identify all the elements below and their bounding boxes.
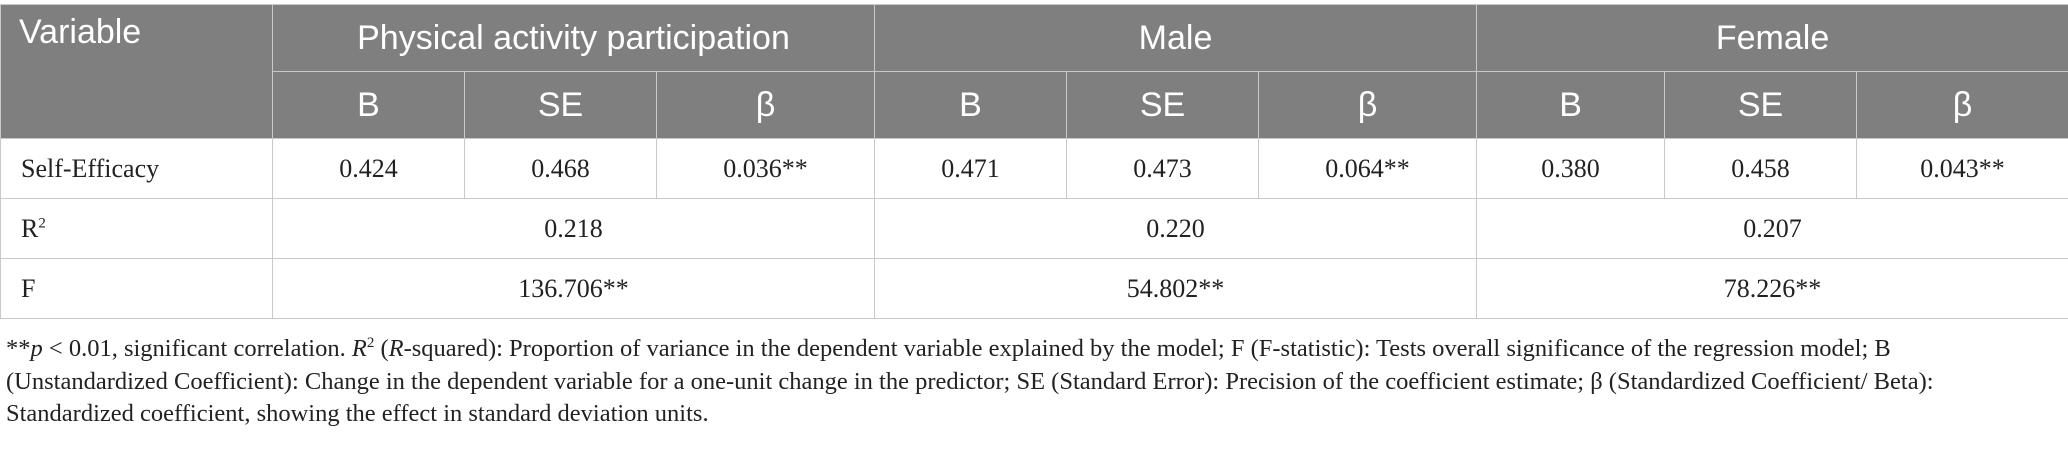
table-cell: 54.802** (874, 258, 1478, 319)
subheader-beta: β (1856, 71, 2068, 139)
footnote-r: R (351, 335, 367, 362)
footnote-text: < 0.01, significant correlation. (42, 335, 352, 362)
superscript: 2 (366, 334, 375, 351)
row-label: Self-Efficacy (0, 138, 273, 199)
row-label: R2 (0, 198, 273, 259)
footnote-p: p (30, 335, 43, 362)
footnote-text: -squared): Proportion of variance in the… (6, 335, 1934, 427)
table-row-r-squared: R2 0.218 0.220 0.207 (0, 198, 2068, 259)
header-row-subcolumns: B SE β B SE β B SE β (1, 71, 2068, 139)
table-footnote: **p < 0.01, significant correlation. R2 … (6, 333, 2046, 431)
table-cell: 0.473 (1066, 138, 1260, 199)
subheader-se: SE (1066, 71, 1260, 139)
table-cell: 0.036** (655, 138, 876, 199)
table-header: Variable Physical activity participation… (0, 4, 2068, 139)
table-body: Self-Efficacy 0.424 0.468 0.036** 0.471 … (0, 138, 2068, 319)
table-cell: 0.471 (874, 138, 1068, 199)
regression-table-container: Variable Physical activity participation… (0, 4, 2068, 431)
subheader-beta: β (1258, 71, 1478, 139)
table-row-f: F 136.706** 54.802** 78.226** (0, 258, 2068, 319)
group-header-female: Female (1476, 4, 2068, 72)
table-cell: 0.064** (1258, 138, 1478, 199)
group-header-physical-activity: Physical activity participation (271, 4, 876, 72)
regression-table: Variable Physical activity participation… (0, 4, 2068, 319)
table-cell: 0.220 (874, 198, 1478, 259)
table-cell: 78.226** (1476, 258, 2068, 319)
subheader-b: B (272, 71, 465, 139)
footnote-r-italic: R (388, 335, 404, 362)
subheader-b: B (1476, 71, 1666, 139)
row-label: F (0, 258, 273, 319)
footnote-text: ( (374, 335, 389, 362)
group-header-male: Male (874, 4, 1478, 72)
table-row-self-efficacy: Self-Efficacy 0.424 0.468 0.036** 0.471 … (0, 138, 2068, 199)
subheader-se: SE (464, 71, 657, 139)
table-cell: 0.468 (464, 138, 657, 199)
table-cell: 0.380 (1476, 138, 1666, 199)
table-cell: 0.458 (1664, 138, 1858, 199)
table-cell: 0.218 (271, 198, 876, 259)
table-cell: 136.706** (271, 258, 876, 319)
table-cell: 0.043** (1856, 138, 2068, 199)
table-cell: 0.207 (1476, 198, 2068, 259)
footnote-stars: ** (6, 335, 31, 362)
header-row-groups: Variable Physical activity participation… (0, 4, 2068, 139)
subheader-beta: β (655, 71, 876, 139)
table-cell: 0.424 (272, 138, 465, 199)
subheader-se: SE (1664, 71, 1858, 139)
row-label-text: R (21, 213, 39, 243)
subheader-b: B (874, 71, 1068, 139)
superscript: 2 (38, 214, 46, 231)
variable-header: Variable (0, 4, 273, 139)
